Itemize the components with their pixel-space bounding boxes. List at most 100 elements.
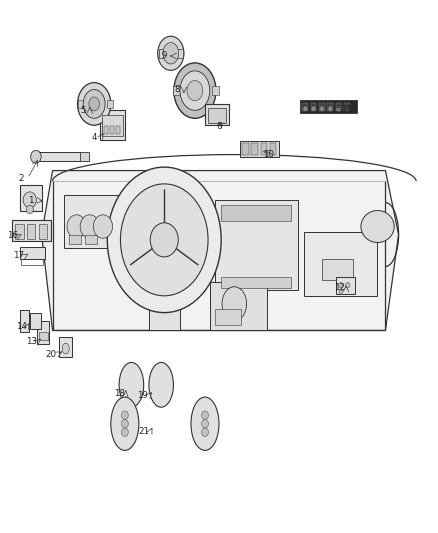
FancyBboxPatch shape [302,103,308,111]
Text: 18: 18 [113,389,125,398]
Text: 9: 9 [162,52,167,60]
FancyBboxPatch shape [159,49,183,58]
FancyBboxPatch shape [261,143,267,155]
FancyBboxPatch shape [69,235,81,244]
Ellipse shape [111,397,139,450]
FancyBboxPatch shape [107,100,113,108]
Text: 12: 12 [334,284,345,292]
Ellipse shape [67,215,86,238]
Ellipse shape [23,192,36,208]
FancyBboxPatch shape [15,224,24,239]
FancyBboxPatch shape [39,332,48,340]
FancyBboxPatch shape [304,232,377,296]
FancyBboxPatch shape [30,313,41,329]
FancyBboxPatch shape [210,282,267,330]
Ellipse shape [339,282,343,288]
Ellipse shape [191,397,219,450]
Ellipse shape [119,362,144,407]
Text: 1: 1 [28,196,33,205]
Ellipse shape [346,282,350,288]
FancyBboxPatch shape [319,103,325,111]
Polygon shape [42,171,399,330]
Ellipse shape [320,107,324,111]
FancyBboxPatch shape [212,86,219,95]
FancyBboxPatch shape [104,126,108,134]
Ellipse shape [187,80,203,101]
FancyBboxPatch shape [116,126,120,134]
Text: 6: 6 [216,123,222,131]
FancyBboxPatch shape [102,115,123,136]
Text: 4: 4 [92,133,97,142]
Ellipse shape [121,428,128,437]
FancyBboxPatch shape [12,220,51,241]
Ellipse shape [180,71,210,110]
FancyBboxPatch shape [59,337,72,357]
Ellipse shape [26,205,33,214]
FancyBboxPatch shape [215,200,298,290]
Ellipse shape [174,63,216,118]
Ellipse shape [201,428,208,437]
FancyBboxPatch shape [221,205,291,221]
Text: 11: 11 [340,105,352,114]
Text: 13: 13 [26,337,37,345]
Text: 21: 21 [138,427,149,436]
FancyBboxPatch shape [270,143,276,155]
FancyBboxPatch shape [37,152,81,161]
Text: 8: 8 [175,85,180,94]
Ellipse shape [150,223,178,257]
FancyBboxPatch shape [100,110,125,140]
Ellipse shape [158,36,184,70]
Ellipse shape [121,411,128,419]
FancyBboxPatch shape [110,126,114,134]
FancyBboxPatch shape [311,103,316,111]
Ellipse shape [222,287,247,321]
Ellipse shape [107,167,221,312]
FancyBboxPatch shape [208,108,226,123]
Ellipse shape [312,107,315,111]
Ellipse shape [120,184,208,296]
Ellipse shape [328,107,332,111]
Text: 17: 17 [13,252,24,260]
Text: 14: 14 [15,322,27,330]
FancyBboxPatch shape [80,152,89,161]
FancyBboxPatch shape [205,104,229,125]
Ellipse shape [80,215,99,238]
Ellipse shape [337,107,340,111]
FancyBboxPatch shape [20,310,29,332]
FancyBboxPatch shape [78,100,84,108]
Text: 16: 16 [7,231,18,240]
FancyBboxPatch shape [20,185,42,211]
Ellipse shape [121,419,128,428]
FancyBboxPatch shape [336,103,341,111]
FancyBboxPatch shape [344,103,350,111]
FancyBboxPatch shape [242,143,249,155]
FancyBboxPatch shape [300,100,357,113]
FancyBboxPatch shape [85,235,97,244]
Text: 2: 2 [18,174,24,183]
Ellipse shape [304,107,307,111]
FancyBboxPatch shape [27,224,35,239]
FancyBboxPatch shape [37,321,49,344]
Text: 10: 10 [262,150,274,159]
Ellipse shape [83,90,105,118]
Text: 20: 20 [45,350,56,359]
Ellipse shape [89,97,99,111]
Ellipse shape [93,215,113,238]
FancyBboxPatch shape [39,224,47,239]
Text: 5: 5 [81,107,86,115]
FancyBboxPatch shape [251,143,258,155]
Ellipse shape [201,419,208,428]
Ellipse shape [62,343,69,354]
FancyBboxPatch shape [327,103,333,111]
Ellipse shape [149,362,173,407]
Ellipse shape [31,150,41,163]
Ellipse shape [78,83,111,125]
FancyBboxPatch shape [64,195,120,248]
FancyBboxPatch shape [336,277,355,294]
FancyBboxPatch shape [215,309,241,325]
FancyBboxPatch shape [240,141,279,157]
FancyBboxPatch shape [149,261,180,330]
Text: 19: 19 [137,391,148,400]
Ellipse shape [163,43,179,64]
Ellipse shape [339,290,343,294]
